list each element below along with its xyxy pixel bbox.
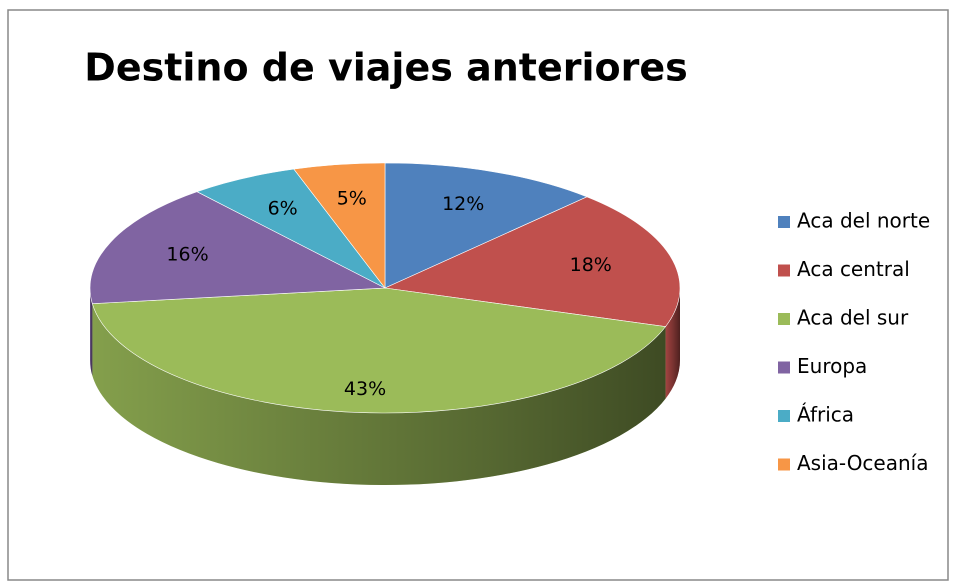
data-label: 18% [570,254,612,276]
legend-label: Asia-Oceanía [797,451,928,475]
data-label: 43% [344,378,386,400]
legend-label: África [797,403,854,427]
legend-swatch [778,264,790,277]
legend-label: Aca del norte [797,209,930,233]
data-label: 12% [442,193,484,215]
chart-title: Destino de viajes anteriores [84,46,687,90]
data-label: 6% [268,198,298,220]
pie-slice [293,162,386,289]
data-label: 5% [337,188,367,210]
legend-swatch [778,361,790,374]
legend-swatch [778,313,790,325]
pie-slice [89,191,387,304]
pie-side-shade [90,288,93,376]
pie-slice [383,196,681,327]
legend-swatch [778,410,790,422]
legend-swatch [778,458,790,471]
legend-swatch [778,216,790,228]
legend-label: Aca del sur [797,306,909,330]
pie-side-shade [92,303,666,486]
pie-slice [91,287,667,414]
legend-label: Aca central [797,257,910,281]
pie-slice [384,162,588,289]
pie-side-shade [665,288,680,399]
legend-label: Europa [797,354,867,378]
data-label: 16% [166,243,208,265]
